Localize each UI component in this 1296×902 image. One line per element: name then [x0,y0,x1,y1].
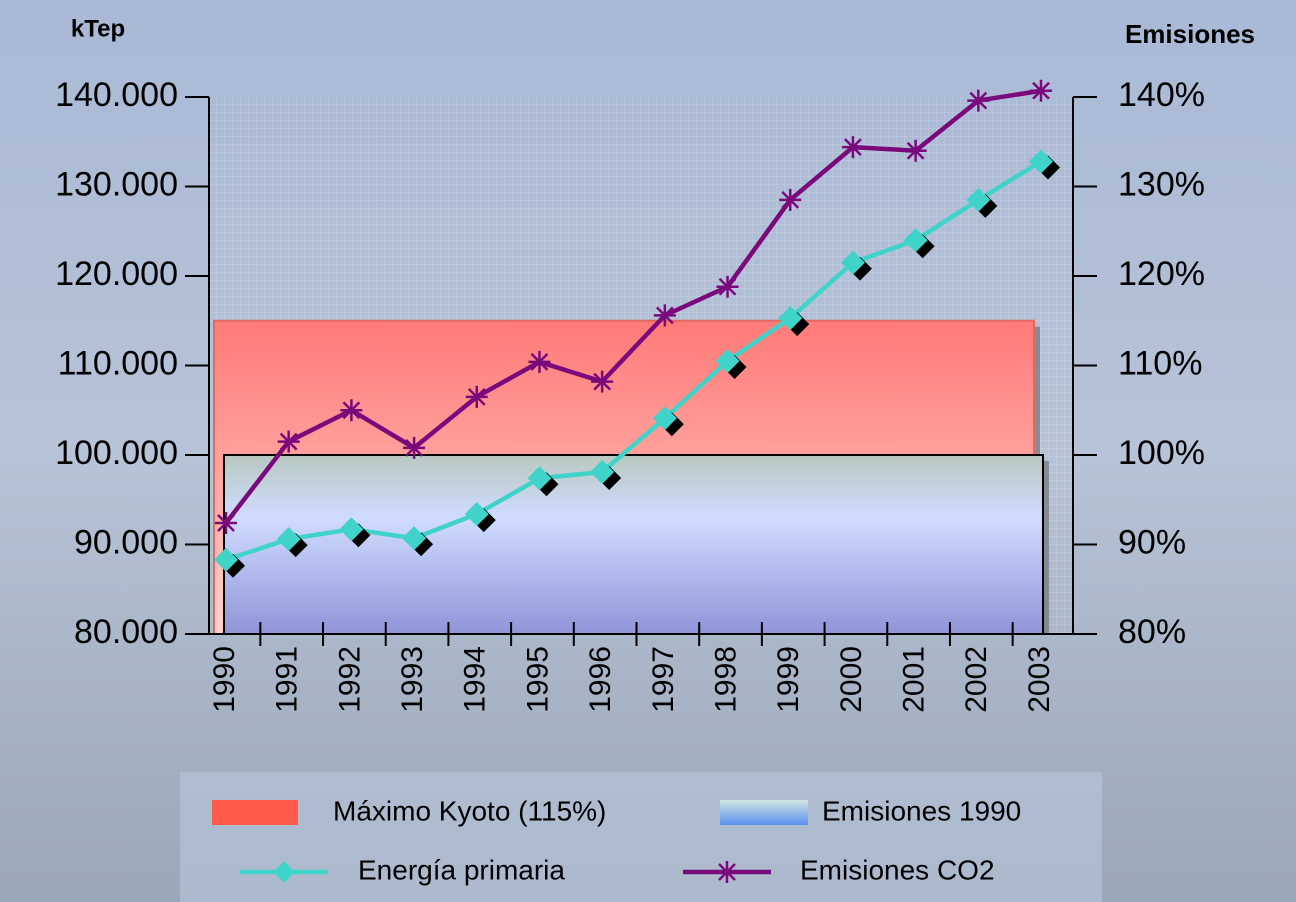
marker [967,89,990,112]
legend-marker [273,861,295,883]
marker [590,460,615,485]
y-tick-label: 140.000 [55,76,178,114]
marker [840,250,865,275]
legend-marker [716,861,738,883]
marker [591,370,614,393]
marker [779,188,802,211]
band [223,454,1044,635]
x-tick-label: 1998 [709,646,742,713]
marker [1030,79,1052,102]
x-tick-label: 2001 [898,646,931,713]
x-tick-label: 1995 [521,646,554,713]
marker [1029,149,1053,174]
y2-tick-label: 90% [1118,523,1186,561]
marker [653,304,676,327]
y-tick-label: 90.000 [74,523,178,561]
marker [528,350,551,373]
marker [841,136,864,159]
x-tick-label: 1992 [333,646,366,713]
marker [464,502,489,527]
x-tick-label: 1994 [459,646,492,713]
marker [715,349,740,374]
legend-label: Máximo Kyoto (115%) [333,795,606,826]
y-tick-label: 110.000 [58,344,178,382]
y-tick-label: 100.000 [55,434,178,472]
legend-label: Energía primaria [358,854,565,885]
marker [903,228,928,253]
y2-axis-title: Emisiones [1125,19,1255,49]
x-tick-label: 2002 [960,646,993,713]
marker [215,512,237,535]
marker [340,399,363,422]
y2-tick-label: 80% [1118,613,1186,651]
marker [402,526,427,551]
y2-tick-label: 140% [1118,76,1205,114]
x-tick-label: 1991 [271,646,304,713]
x-tick-label: 1990 [208,646,241,713]
y2-tick-label: 100% [1118,434,1205,472]
marker-shadow [910,234,935,259]
x-tick-label: 1993 [396,646,429,713]
legend-label: Emisiones CO2 [800,854,995,885]
legend-label: Emisiones 1990 [822,795,1021,826]
marker [277,430,300,453]
marker [403,436,426,459]
x-tick-label: 1999 [772,646,805,713]
y2-tick-label: 120% [1118,255,1205,293]
legend-swatch [212,800,298,825]
y-tick-label: 80.000 [74,613,178,651]
x-tick-label: 2003 [1023,646,1056,713]
marker [652,406,677,431]
marker [904,139,927,162]
y-tick-label: 130.000 [55,165,178,203]
marker [339,517,364,542]
marker [966,187,991,212]
y-tick-label: 120.000 [55,255,178,293]
x-tick-label: 2000 [835,646,868,713]
x-tick-label: 1996 [584,646,617,713]
marker [276,527,301,552]
legend-swatch [720,800,808,825]
marker [527,466,552,491]
marker [465,385,488,408]
x-tick-label: 1997 [647,646,680,713]
marker [716,275,739,298]
legend [180,772,1102,902]
y2-tick-label: 130% [1118,165,1205,203]
y2-tick-label: 110% [1118,344,1202,382]
marker [214,547,238,572]
y-axis-title: kTep [71,15,125,42]
marker [778,306,803,331]
